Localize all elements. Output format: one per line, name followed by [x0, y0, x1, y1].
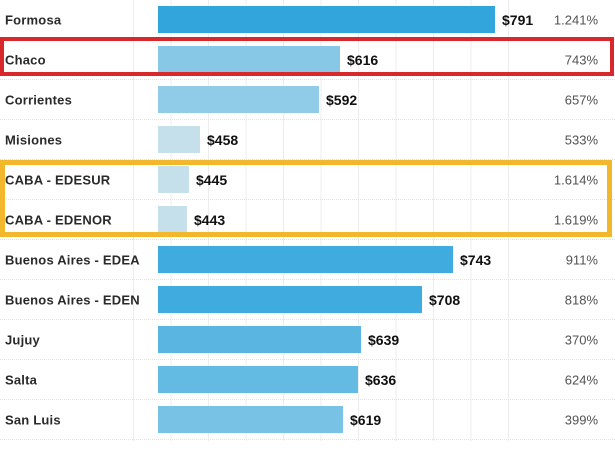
- value-label: $708: [429, 291, 461, 308]
- value-label: $592: [326, 91, 358, 108]
- bar: [158, 206, 187, 233]
- chart-row: Jujuy $639 370%: [0, 320, 615, 360]
- category-label: Salta: [5, 372, 38, 387]
- bar: [158, 6, 495, 33]
- bar: [158, 86, 319, 113]
- bar: [158, 46, 340, 73]
- percent-label: 1.619%: [553, 212, 598, 227]
- chart-row: CABA - EDENOR $443 1.619%: [0, 200, 615, 240]
- chart-row: CABA - EDESUR $445 1.614%: [0, 160, 615, 200]
- percent-label: 399%: [564, 412, 598, 427]
- chart-row: Buenos Aires - EDEN $708 818%: [0, 280, 615, 320]
- category-label: CABA - EDESUR: [5, 172, 111, 187]
- chart-row: Corrientes $592 657%: [0, 80, 615, 120]
- percent-label: 743%: [564, 52, 598, 67]
- value-label: $636: [365, 371, 397, 388]
- bar: [158, 366, 358, 393]
- category-label: Jujuy: [5, 332, 40, 347]
- category-label: Chaco: [5, 52, 46, 67]
- category-label: San Luis: [5, 412, 61, 427]
- category-label: Formosa: [5, 12, 62, 27]
- category-label: Misiones: [5, 132, 63, 147]
- value-label: $616: [347, 51, 379, 68]
- value-label: $639: [368, 331, 400, 348]
- bar: [158, 126, 200, 153]
- category-label: CABA - EDENOR: [5, 212, 112, 227]
- percent-label: 370%: [564, 332, 598, 347]
- bar: [158, 286, 422, 313]
- percent-label: 533%: [564, 132, 598, 147]
- bar: [158, 246, 453, 273]
- bar: [158, 326, 361, 353]
- percent-label: 624%: [564, 372, 598, 387]
- chart-row: Formosa $791 1.241%: [0, 0, 615, 40]
- bar: [158, 406, 343, 433]
- chart-row: San Luis $619 399%: [0, 400, 615, 440]
- percent-label: 1.614%: [553, 172, 598, 187]
- value-label: $443: [194, 211, 226, 228]
- percent-label: 1.241%: [553, 12, 598, 27]
- category-label: Corrientes: [5, 92, 73, 107]
- value-label: $791: [502, 11, 534, 28]
- chart-row: Chaco $616 743%: [0, 40, 615, 80]
- chart-row: Buenos Aires - EDEA $743 911%: [0, 240, 615, 280]
- chart-row: Misiones $458 533%: [0, 120, 615, 160]
- value-label: $743: [460, 251, 492, 268]
- category-label: Buenos Aires - EDEN: [5, 292, 140, 307]
- value-label: $619: [350, 411, 382, 428]
- chart-row: Salta $636 624%: [0, 360, 615, 400]
- value-label: $445: [196, 171, 228, 188]
- percent-label: 911%: [565, 252, 598, 267]
- bar: [158, 166, 189, 193]
- chart-rows: Formosa $791 1.241% Chaco $616 743% Corr…: [0, 0, 615, 440]
- value-label: $458: [207, 131, 239, 148]
- category-label: Buenos Aires - EDEA: [5, 252, 140, 267]
- percent-label: 657%: [564, 92, 598, 107]
- percent-label: 818%: [564, 292, 598, 307]
